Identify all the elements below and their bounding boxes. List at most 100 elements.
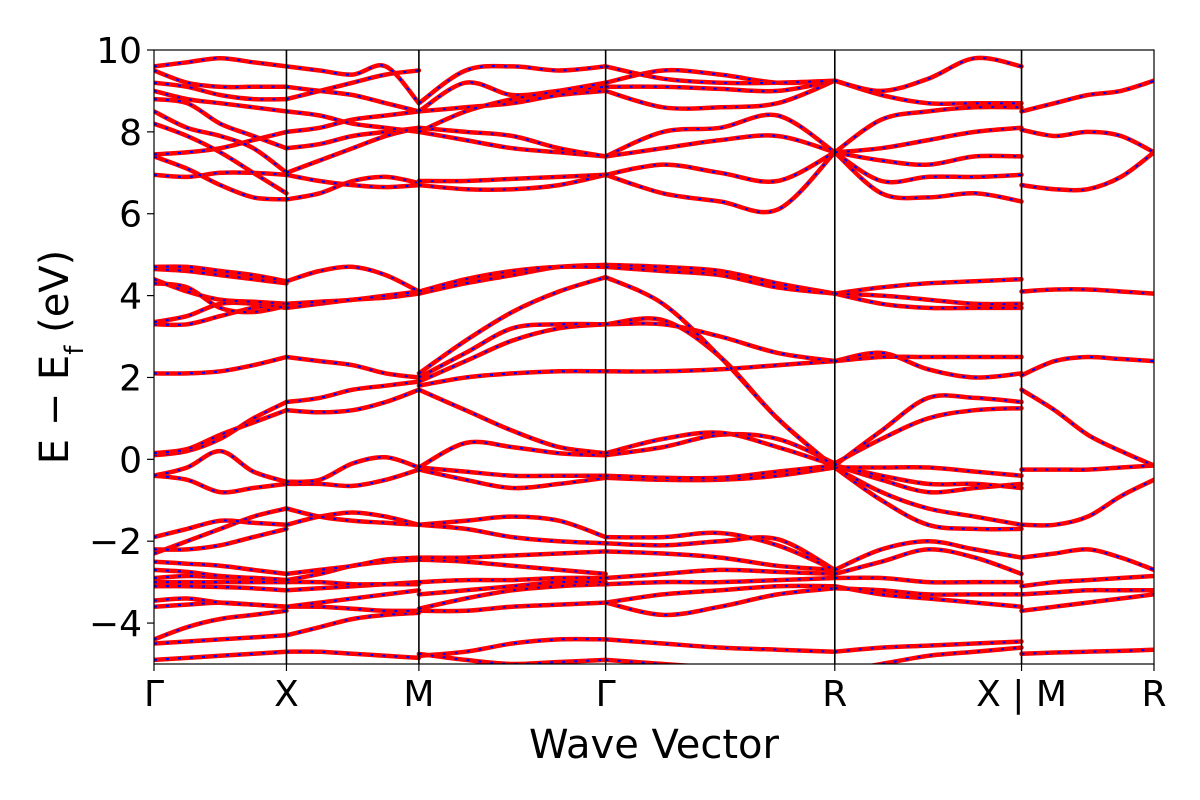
band-dash-seg0-17 bbox=[154, 356, 287, 375]
band-dash-seg0-21 bbox=[154, 278, 287, 305]
band-line-seg0-26 bbox=[154, 129, 289, 157]
band-line-seg2-15 bbox=[416, 322, 608, 384]
band-line-seg4-4 bbox=[832, 575, 1024, 585]
band-line-seg2-4 bbox=[416, 579, 608, 597]
band-line-seg1-7 bbox=[284, 555, 422, 577]
band-dash-seg1-0 bbox=[286, 650, 419, 659]
band-dash-seg2-12 bbox=[418, 440, 606, 469]
band-line-seg0-1 bbox=[154, 633, 289, 646]
band-line-seg0-17 bbox=[154, 354, 289, 376]
band-line-seg4-24 bbox=[832, 55, 1024, 94]
band-dash-seg3-1 bbox=[605, 658, 677, 664]
band-dash-seg2-10 bbox=[418, 468, 606, 490]
band-dash-seg5-2 bbox=[1021, 589, 1154, 596]
band-line-seg5-11 bbox=[1019, 127, 1154, 155]
x-axis-title: Wave Vector bbox=[529, 722, 780, 768]
x-tick-label: R bbox=[1141, 674, 1166, 715]
band-dash-seg5-10 bbox=[1021, 151, 1154, 192]
band-line-seg4-12 bbox=[832, 405, 1024, 466]
band-line-seg5-7 bbox=[1019, 387, 1154, 468]
band-line-seg1-8 bbox=[284, 510, 422, 528]
band-line-seg3-20 bbox=[603, 150, 838, 184]
band-line-seg4-13 bbox=[832, 393, 1024, 468]
band-line-seg0-33 bbox=[154, 55, 289, 69]
band-line-seg0-31 bbox=[154, 80, 289, 102]
band-dash-seg4-24 bbox=[834, 56, 1022, 92]
band-dash-seg3-6 bbox=[605, 550, 835, 571]
x-tick-label: X | M bbox=[976, 674, 1067, 715]
y-tick-label: −2 bbox=[89, 522, 142, 563]
band-dash-seg1-16 bbox=[286, 290, 420, 305]
band-line-seg0-10 bbox=[154, 506, 289, 556]
band-dash-seg4-19 bbox=[834, 151, 1022, 203]
band-dash-seg0-28 bbox=[154, 110, 288, 174]
band-dash-seg2-24 bbox=[418, 89, 606, 113]
y-axis-title-unit: (eV) bbox=[32, 250, 78, 346]
band-line-seg1-3 bbox=[284, 588, 422, 609]
band-line-seg2-26 bbox=[416, 80, 608, 135]
band-line-seg5-12 bbox=[1019, 78, 1154, 114]
band-dash-seg0-22 bbox=[154, 268, 287, 285]
band-line-seg2-12 bbox=[416, 439, 608, 470]
band-dash-seg2-25 bbox=[418, 81, 606, 113]
band-dash-seg3-14 bbox=[605, 322, 835, 363]
band-line-seg0-24 bbox=[154, 170, 289, 180]
band-dash-seg5-7 bbox=[1020, 388, 1154, 467]
band-line-seg1-25 bbox=[284, 84, 422, 114]
band-dash-seg4-7 bbox=[834, 466, 1022, 531]
y-tick-label: 10 bbox=[96, 31, 142, 72]
band-dash-seg2-3 bbox=[418, 583, 606, 610]
band-line-seg3-0 bbox=[603, 637, 838, 654]
band-dash-seg3-17 bbox=[605, 263, 835, 295]
band-line-seg5-0 bbox=[1019, 647, 1154, 657]
y-tick-label: 2 bbox=[119, 358, 142, 399]
y-tick-label: −4 bbox=[89, 604, 142, 645]
band-dash-seg1-3 bbox=[286, 589, 420, 608]
band-dash-seg4-6 bbox=[834, 540, 1022, 571]
band-dash-seg3-22 bbox=[605, 113, 836, 158]
band-line-seg0-19 bbox=[154, 300, 289, 325]
band-dash-seg1-5 bbox=[286, 580, 419, 586]
band-line-seg5-8 bbox=[1019, 354, 1154, 378]
band-line-seg0-12 bbox=[154, 518, 289, 540]
band-dash-seg0-1 bbox=[154, 634, 287, 645]
band-dash-seg2-23 bbox=[418, 126, 606, 158]
band-dash-seg4-14 bbox=[834, 351, 1022, 379]
band-line-seg1-17 bbox=[284, 264, 422, 294]
band-line-seg2-7 bbox=[416, 549, 608, 560]
band-line-seg2-1 bbox=[416, 651, 608, 664]
band-dash-seg0-2 bbox=[154, 609, 287, 641]
band-line-seg4-3 bbox=[832, 586, 1024, 597]
band-line-seg5-4 bbox=[1019, 547, 1154, 573]
band-dash-seg0-5 bbox=[154, 585, 287, 592]
band-dash-seg0-33 bbox=[154, 57, 287, 68]
y-axis: −4 −2 0 2 4 6 8 10 bbox=[89, 31, 154, 645]
band-line-seg5-2 bbox=[1019, 587, 1154, 597]
x-tick-label: X bbox=[274, 674, 299, 715]
band-line-seg3-19 bbox=[603, 150, 838, 215]
band-dash-seg1-19 bbox=[286, 173, 419, 189]
band-dash-seg4-9 bbox=[834, 464, 1022, 494]
band-line-seg3-7 bbox=[603, 535, 838, 573]
band-dash-seg0-27 bbox=[154, 122, 288, 195]
band-dash-seg3-4 bbox=[605, 577, 835, 586]
band-dash-seg3-3 bbox=[605, 587, 835, 616]
y-axis-title-subscript: f bbox=[60, 345, 90, 355]
band-line-seg2-16 bbox=[416, 321, 608, 380]
band-line-seg5-1 bbox=[1019, 592, 1154, 614]
band-line-seg4-15 bbox=[832, 354, 1024, 364]
band-line-seg1-26 bbox=[284, 63, 422, 106]
x-axis: Γ X M Γ R X | M R bbox=[144, 664, 1167, 715]
band-dash-seg4-8 bbox=[834, 466, 1022, 526]
band-line-seg2-0 bbox=[416, 636, 608, 659]
band-dash-seg0-20 bbox=[154, 282, 287, 314]
band-dash-seg4-2 bbox=[834, 585, 1022, 608]
band-dash-seg1-2 bbox=[286, 605, 419, 612]
x-tick-label: M bbox=[403, 674, 434, 715]
band-dash-seg2-13 bbox=[418, 388, 606, 455]
band-dash-seg0-24 bbox=[154, 171, 287, 178]
band-dash-seg2-14 bbox=[418, 370, 606, 387]
band-line-seg0-30 bbox=[154, 88, 289, 114]
band-line-seg4-11 bbox=[832, 464, 1024, 478]
